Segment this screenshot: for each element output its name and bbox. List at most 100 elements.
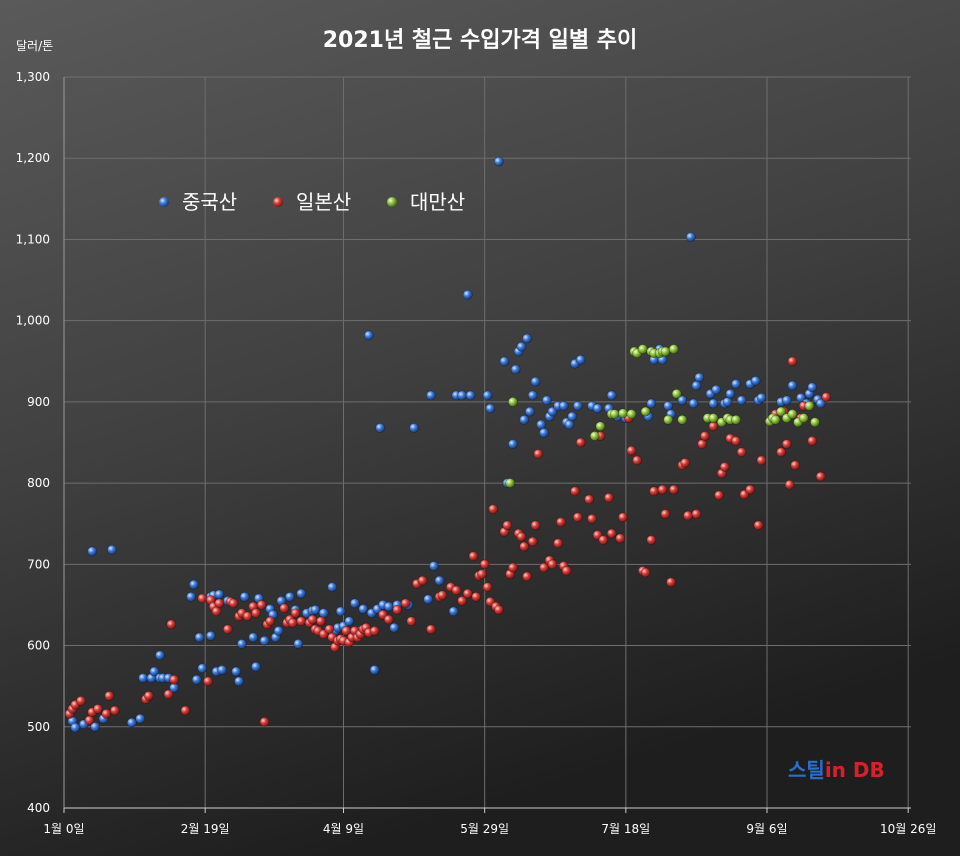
data-point bbox=[731, 435, 741, 446]
y-tick-label: 500 bbox=[27, 720, 50, 734]
data-point bbox=[547, 559, 558, 570]
data-point bbox=[392, 604, 403, 615]
data-point bbox=[448, 606, 459, 617]
data-point bbox=[203, 676, 213, 687]
data-point bbox=[451, 585, 462, 596]
data-point bbox=[527, 536, 538, 547]
legend-marker bbox=[387, 197, 397, 207]
data-point bbox=[589, 431, 600, 441]
data-point bbox=[784, 479, 795, 490]
data-point bbox=[107, 544, 117, 555]
data-point bbox=[663, 414, 674, 425]
data-point bbox=[776, 406, 786, 417]
data-point bbox=[273, 626, 284, 636]
data-point bbox=[296, 616, 307, 627]
data-point bbox=[369, 626, 380, 636]
data-point bbox=[468, 551, 479, 562]
data-point bbox=[685, 232, 696, 242]
data-point bbox=[248, 632, 259, 643]
x-tick-label: 9월 6일 bbox=[746, 822, 787, 836]
data-point bbox=[93, 704, 103, 714]
data-point bbox=[279, 603, 290, 614]
data-point bbox=[138, 673, 148, 683]
data-point bbox=[87, 546, 98, 557]
data-point bbox=[527, 390, 538, 401]
data-point bbox=[287, 617, 298, 628]
data-point bbox=[462, 289, 473, 300]
x-tick-label: 5월 29일 bbox=[460, 822, 509, 836]
data-point bbox=[745, 484, 755, 495]
data-point bbox=[296, 588, 307, 599]
data-point bbox=[668, 344, 679, 354]
data-point bbox=[570, 486, 580, 497]
data-point bbox=[637, 344, 648, 354]
data-point bbox=[242, 611, 253, 622]
data-point bbox=[615, 533, 626, 544]
watermark-logo: 스틸in DB bbox=[788, 758, 885, 782]
data-point bbox=[163, 689, 174, 700]
legend-item: 대만산 bbox=[387, 190, 465, 214]
legend-label: 대만산 bbox=[410, 190, 465, 214]
data-point bbox=[592, 403, 603, 414]
data-point bbox=[677, 395, 688, 406]
data-point bbox=[731, 414, 741, 425]
data-point bbox=[606, 390, 617, 401]
data-point bbox=[711, 384, 722, 395]
y-tick-label: 1,100 bbox=[16, 232, 50, 246]
data-point bbox=[505, 478, 515, 488]
data-point bbox=[618, 408, 628, 419]
data-point bbox=[256, 600, 267, 610]
data-point bbox=[126, 717, 137, 728]
data-point bbox=[214, 589, 225, 600]
legend-label: 중국산 bbox=[182, 190, 237, 214]
data-point bbox=[770, 414, 781, 425]
data-point bbox=[640, 567, 651, 578]
data-point bbox=[135, 713, 146, 724]
axes bbox=[63, 77, 911, 813]
data-point bbox=[626, 409, 637, 419]
data-point bbox=[383, 601, 394, 612]
data-point bbox=[688, 398, 699, 409]
y-tick-label: 700 bbox=[27, 557, 50, 571]
y-tick-label: 400 bbox=[27, 801, 50, 815]
data-point bbox=[556, 517, 566, 527]
data-point bbox=[708, 398, 719, 409]
data-point bbox=[228, 598, 239, 609]
data-point bbox=[725, 388, 736, 399]
data-point bbox=[155, 650, 165, 661]
y-tick-label: 600 bbox=[27, 639, 50, 653]
data-point bbox=[668, 484, 679, 495]
data-point bbox=[731, 379, 741, 389]
data-point bbox=[101, 708, 112, 719]
data-point bbox=[525, 406, 535, 417]
data-point bbox=[149, 666, 160, 677]
data-point bbox=[349, 598, 360, 609]
data-point bbox=[516, 341, 527, 352]
data-point bbox=[606, 528, 617, 539]
data-point bbox=[214, 598, 225, 609]
data-point bbox=[485, 403, 496, 414]
data-point bbox=[457, 390, 467, 401]
data-point bbox=[539, 562, 549, 573]
data-point bbox=[457, 596, 467, 606]
data-point bbox=[609, 409, 620, 419]
data-point bbox=[400, 598, 411, 609]
data-point bbox=[756, 392, 767, 403]
data-point bbox=[191, 674, 202, 685]
y-tick-label: 1,000 bbox=[16, 314, 50, 328]
data-point bbox=[197, 593, 208, 604]
data-point bbox=[109, 705, 120, 716]
data-point bbox=[417, 575, 428, 586]
data-point bbox=[502, 520, 513, 531]
data-point bbox=[104, 691, 115, 701]
data-point bbox=[217, 665, 227, 675]
data-point bbox=[465, 390, 476, 401]
data-point bbox=[307, 614, 318, 625]
data-point bbox=[660, 346, 671, 357]
data-point bbox=[781, 439, 792, 449]
data-point bbox=[736, 395, 747, 406]
data-point bbox=[547, 406, 558, 417]
data-point bbox=[482, 582, 493, 592]
data-point bbox=[533, 448, 544, 459]
data-point bbox=[409, 422, 419, 433]
